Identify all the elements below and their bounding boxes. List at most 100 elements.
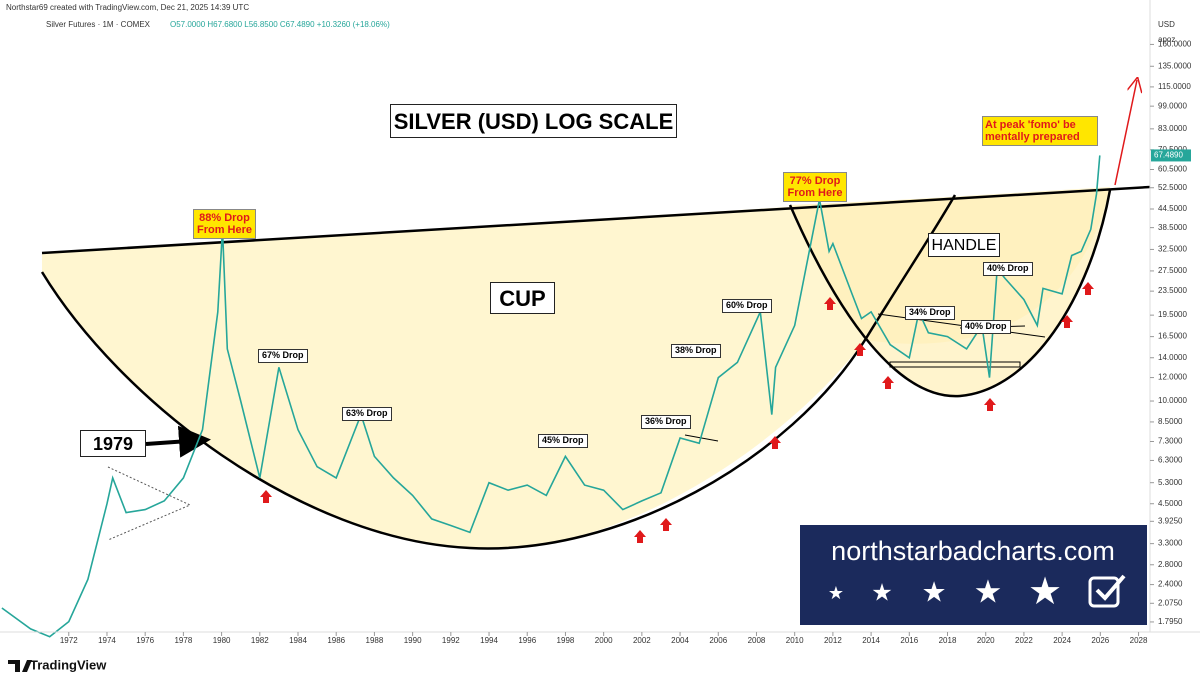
y-tick-label: 83.0000 [1158,124,1187,133]
x-tick-label: 2000 [595,636,613,645]
x-tick-label: 2028 [1130,636,1148,645]
svg-text:★: ★ [974,573,1003,609]
x-tick-label: 1980 [213,636,231,645]
x-tick-label: 1996 [518,636,536,645]
y-tick-label: 2.0750 [1158,598,1183,607]
handle-label: HANDLE [928,233,1000,257]
check-icon [1088,576,1120,608]
check-icon [1095,574,1126,601]
x-tick-label: 2006 [709,636,727,645]
x-tick-label: 2016 [900,636,918,645]
y-tick-label: 2.8000 [1158,560,1183,569]
drop-label: 67% Drop [258,349,308,363]
drop-label: 45% Drop [538,434,588,448]
x-tick-label: 1974 [98,636,116,645]
cup-label: CUP [490,282,555,314]
x-tick-label: 2018 [939,636,957,645]
peak-label: 88% Drop From Here [193,209,256,240]
y-tick-label: 8.5000 [1158,417,1183,426]
drop-label: 36% Drop [641,415,691,429]
svg-text:★: ★ [871,579,893,606]
x-tick-label: 1976 [136,636,154,645]
y-tick-label: 70.5000 [1158,145,1187,154]
x-tick-label: 1986 [327,636,345,645]
y-tick-label: 10.0000 [1158,396,1187,405]
support-arrow [824,297,836,310]
y-tick-label: 27.5000 [1158,266,1187,275]
x-tick-label: 2022 [1015,636,1033,645]
support-arrow [984,398,996,411]
drop-label: 40% Drop [961,320,1011,334]
ohlc: O57.0000 H67.6800 L56.8500 C67.4890 +10.… [170,20,390,29]
credit: Northstar69 created with TradingView.com… [6,3,249,12]
currency: USD [1158,20,1175,29]
pointer-arrow [145,425,211,458]
svg-text:★: ★ [921,576,946,607]
y-tick-label: 44.5000 [1158,204,1187,213]
last-price-box [1151,149,1191,162]
drop-label: 34% Drop [905,306,955,320]
x-tick-label: 2024 [1053,636,1071,645]
y-tick-label: 7.3000 [1158,437,1183,446]
last-price-label: 67.4890 [1154,151,1183,160]
support-arrow [769,436,781,449]
x-tick-label: 2008 [748,636,766,645]
x-tick-label: 1972 [60,636,78,645]
y-tick-label: 1.7950 [1158,617,1183,626]
y-tick-label: 115.0000 [1158,82,1191,91]
x-tick-label: 2010 [786,636,804,645]
drop-label: 40% Drop [983,262,1033,276]
x-tick-label: 2026 [1091,636,1109,645]
symbol: Silver Futures · 1M · COMEX [46,20,151,29]
x-tick-label: 2012 [824,636,842,645]
neckline [41,185,1151,255]
watermark-box [800,525,1147,625]
triangle [107,466,192,541]
x-tick-label: 2020 [977,636,995,645]
price-axis [1150,0,1200,632]
x-tick-label: 2014 [862,636,880,645]
support-arrow [634,530,646,543]
svg-text:★: ★ [828,583,844,603]
peak-label: 77% Drop From Here [783,172,847,203]
support-arrow [882,376,894,389]
axes: 160.0000 135.0000 115.0000 99.0000 83.0000 70… [60,40,1192,646]
y-tick-label: 23.5000 [1158,286,1187,295]
y-tick-label: 160.0000 [1158,40,1192,49]
drop-label: 38% Drop [671,344,721,358]
y-tick-label: 52.5000 [1158,183,1187,192]
y-tick-label: 5.3000 [1158,478,1183,487]
support-arrow [854,343,866,356]
y-tick-label: 4.5000 [1158,499,1183,508]
unit: apoz [1158,35,1175,44]
svg-text:★: ★ [1028,571,1062,613]
drop-label: 60% Drop [722,299,772,313]
title: SILVER (USD) LOG SCALE [390,104,677,138]
x-tick-label: 1982 [251,636,269,645]
x-tick-label: 1978 [174,636,192,645]
support-arrows [260,282,1094,543]
y-tick-label: 16.5000 [1158,332,1187,341]
handle-fill [790,190,1110,397]
year-label: 1979 [80,430,146,457]
stars: ★ ★ ★ ★ ★ [828,571,1062,613]
y-tick-label: 3.3000 [1158,539,1183,548]
y-tick-label: 2.4000 [1158,580,1183,589]
x-tick-label: 1984 [289,636,307,645]
plot [1,155,1101,638]
handle-curve [788,189,1112,398]
fomo-label: At peak 'fomo' be mentally prepared [982,116,1098,147]
logo-icon [8,660,32,672]
support-arrow [1082,282,1094,295]
x-tick-label: 2004 [671,636,689,645]
x-tick-label: 2002 [633,636,651,645]
x-tick-label: 1998 [557,636,575,645]
target-arrow [1114,80,1137,186]
support-arrow [1061,315,1073,328]
y-tick-label: 6.3000 [1158,456,1183,465]
y-tick-label: 38.5000 [1158,223,1187,232]
base-box [889,361,1021,368]
x-tick-label: 1990 [404,636,422,645]
